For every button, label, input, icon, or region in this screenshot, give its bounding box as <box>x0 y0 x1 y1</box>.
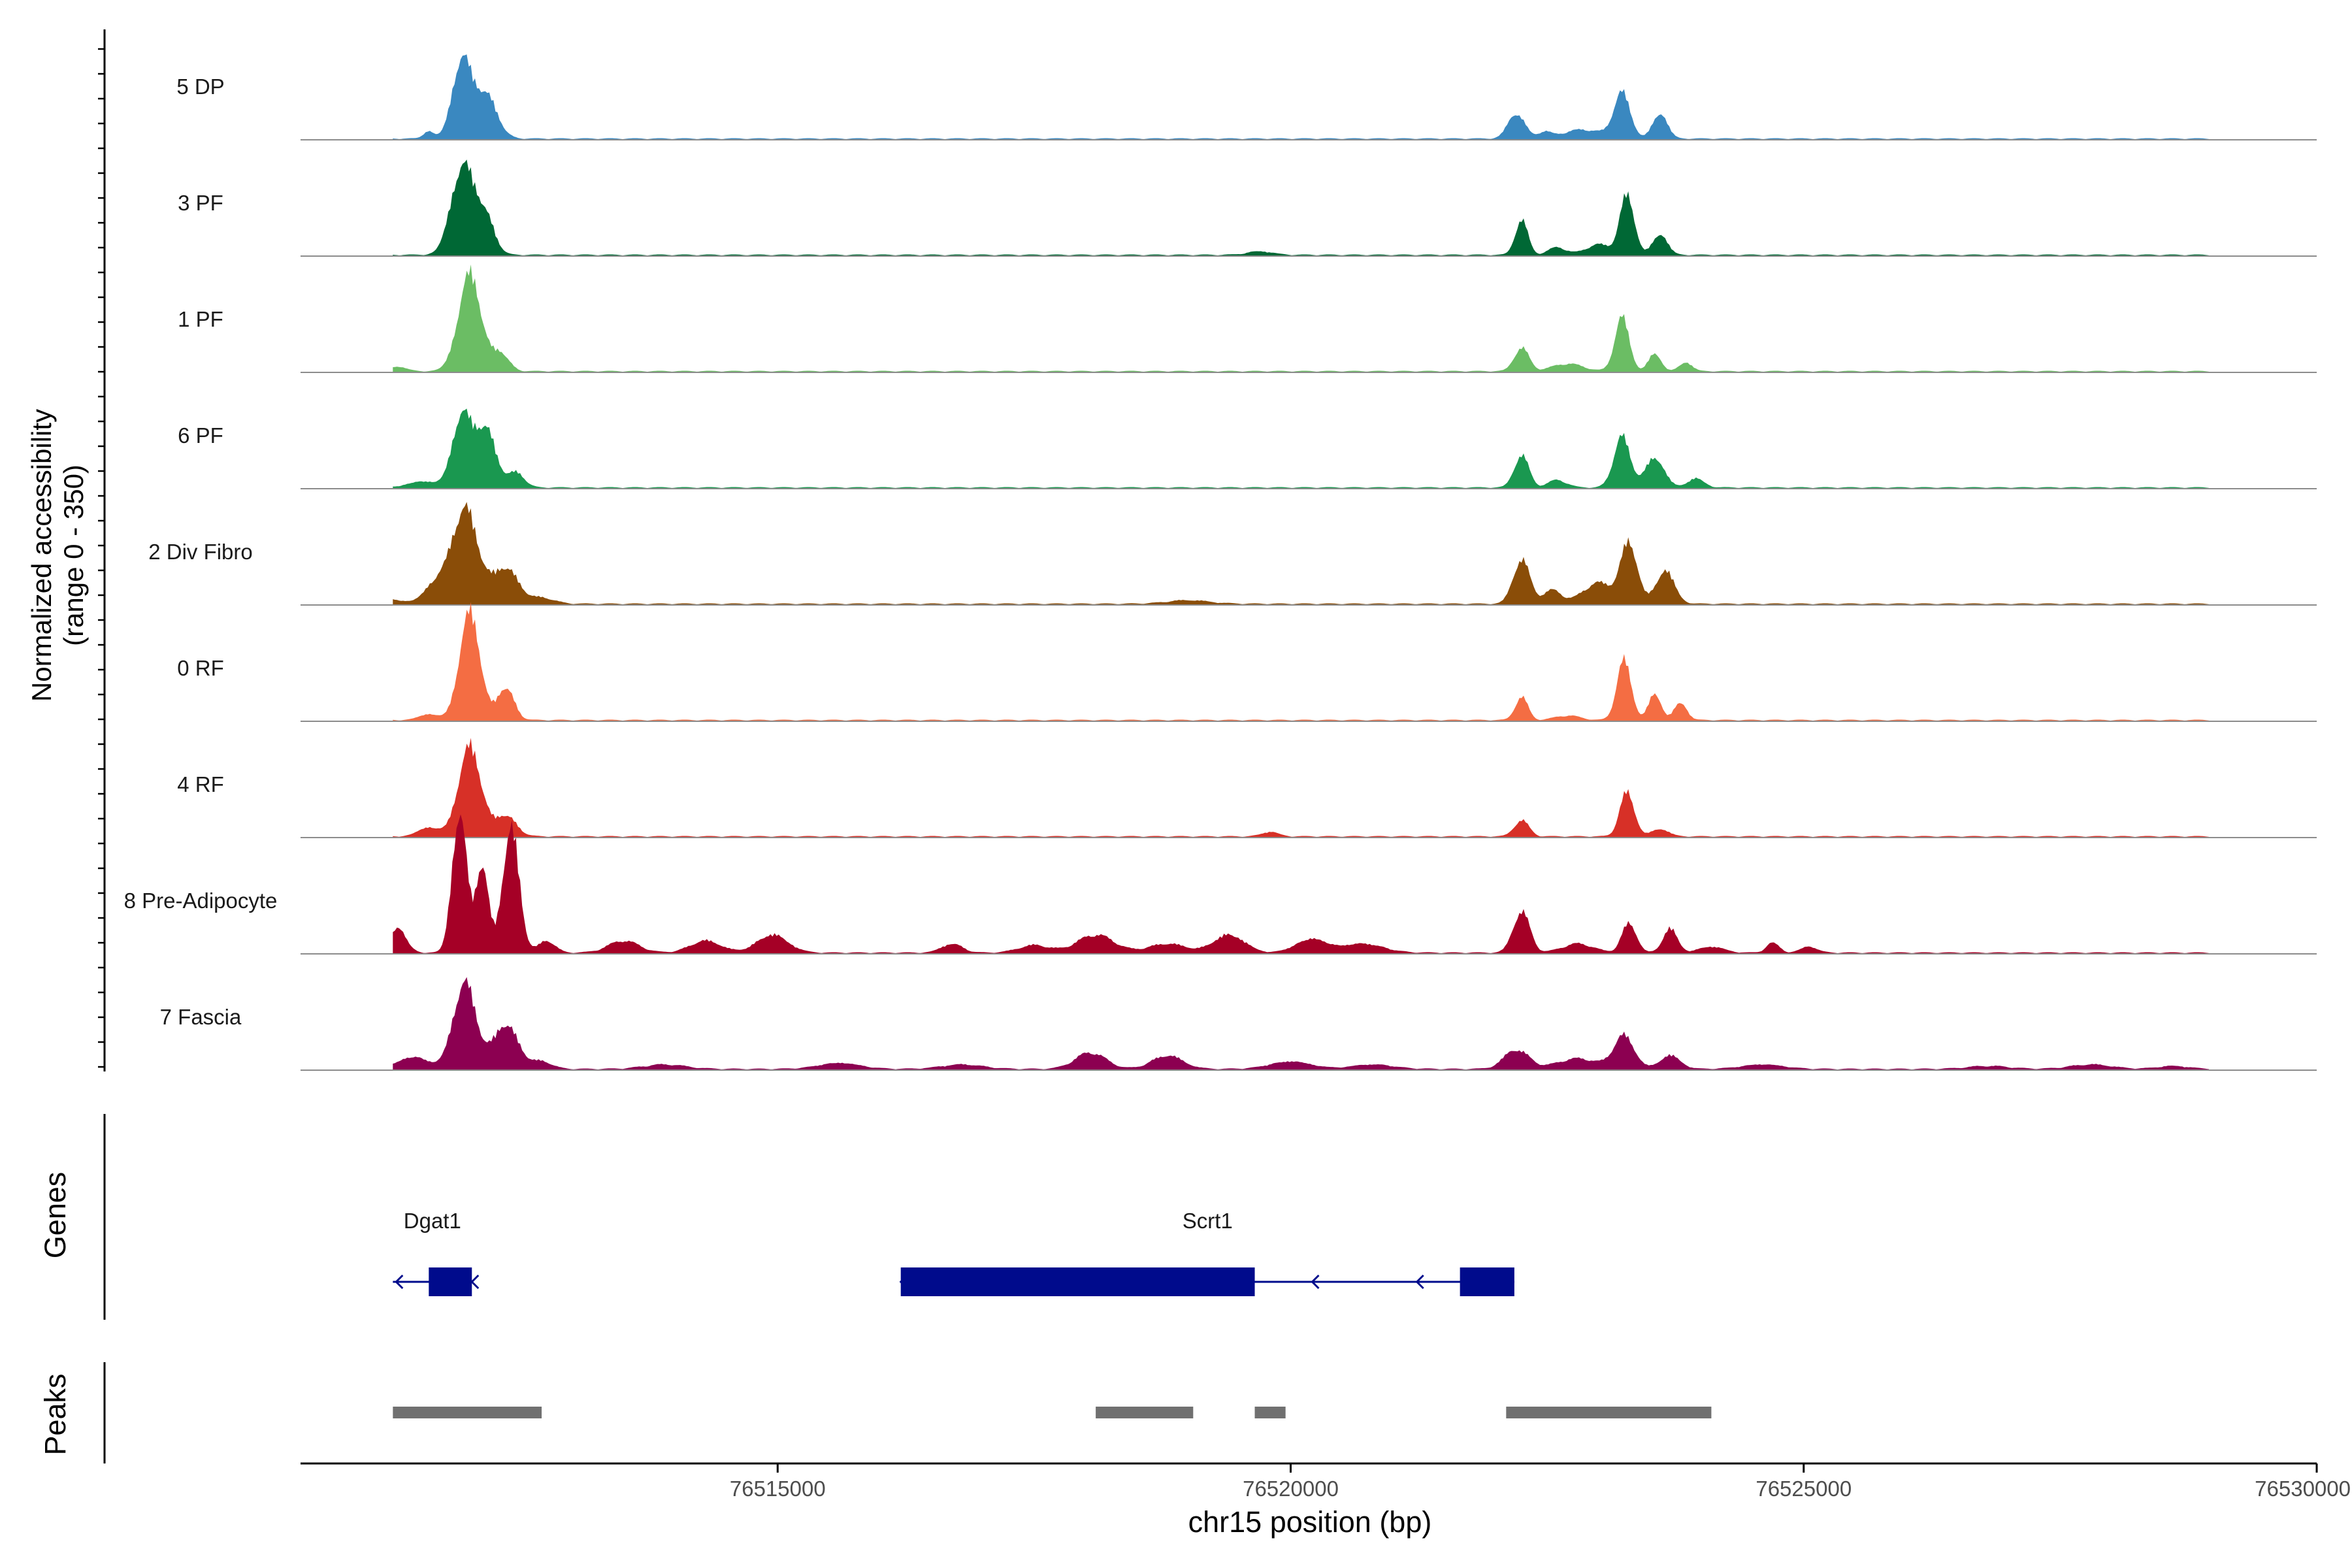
x-tick-label: 76515000 <box>730 1477 826 1501</box>
track-6-pf-area <box>393 408 2210 489</box>
track-2-div-fibro-area <box>393 502 2210 605</box>
x-tick-label: 76530000 <box>2255 1477 2351 1501</box>
peaks-panel-label: Peaks <box>39 1373 72 1455</box>
gene-scrt1-strand-arrow <box>1415 1274 1424 1290</box>
gene-label-scrt1: Scrt1 <box>1183 1209 1233 1233</box>
track-1-pf-area <box>393 264 2210 372</box>
track-label-7-fascia: 7 Fascia <box>160 1005 242 1029</box>
peak-region <box>393 1407 542 1418</box>
track-3-pf-area <box>393 159 2210 256</box>
gene-scrt1-exon <box>900 1267 1255 1296</box>
track-7-fascia-area <box>393 977 2210 1070</box>
x-tick-label: 76525000 <box>1756 1477 1852 1501</box>
x-axis: chr15 position (bp) 76515000 76520000 7652… <box>301 1462 2351 1539</box>
x-axis-title: chr15 position (bp) <box>1188 1505 1432 1539</box>
track-label-4-rf: 4 RF <box>177 772 224 796</box>
peak-region <box>1254 1407 1286 1418</box>
track-label-6-pf: 6 PF <box>178 423 223 448</box>
gene-scrt1-exon <box>1460 1267 1514 1296</box>
peak-region <box>1096 1407 1194 1418</box>
y-axis-title: Normalized accessibility <box>26 409 57 702</box>
y-axis-subtitle: (range 0 - 350) <box>58 465 89 646</box>
track-label-2-div-fibro: 2 Div Fibro <box>148 540 253 564</box>
y-axis: Normalized accessibility (range 0 - 350) <box>26 29 106 1071</box>
track-label-3-pf: 3 PF <box>178 191 223 215</box>
genes-panel-label: Genes <box>39 1172 72 1259</box>
gene-scrt1-strand-arrow <box>899 1274 908 1290</box>
genes-panel: Genes Dgat1 Scrt1 <box>39 1114 1514 1320</box>
accessibility-tracks: 5 DP 3 PF 1 PF 6 PF 2 Div Fibro 0 RF 4 RF 8 Pre… <box>124 54 2317 1071</box>
track-label-1-pf: 1 PF <box>178 307 223 331</box>
gene-dgat1-strand-arrow <box>470 1274 480 1290</box>
track-8-pre-adipocyte-area <box>393 814 2210 954</box>
track-0-rf-area <box>393 602 2210 721</box>
track-label-5-dp: 5 DP <box>176 74 224 99</box>
peak-region <box>1506 1407 1712 1418</box>
track-label-8-pre-adipocyte: 8 Pre-Adipocyte <box>124 889 278 913</box>
track-label-0-rf: 0 RF <box>177 656 224 680</box>
track-5-dp-area <box>393 54 2210 140</box>
gene-dgat1-strand-arrow <box>395 1274 404 1290</box>
gene-label-dgat1: Dgat1 <box>404 1209 461 1233</box>
gene-dgat1-exon <box>429 1267 472 1296</box>
peaks-panel: Peaks <box>39 1362 1712 1463</box>
track-4-rf-area <box>393 738 2210 838</box>
gene-scrt1-strand-arrow <box>1311 1274 1320 1290</box>
x-tick-label: 76520000 <box>1243 1477 1339 1501</box>
